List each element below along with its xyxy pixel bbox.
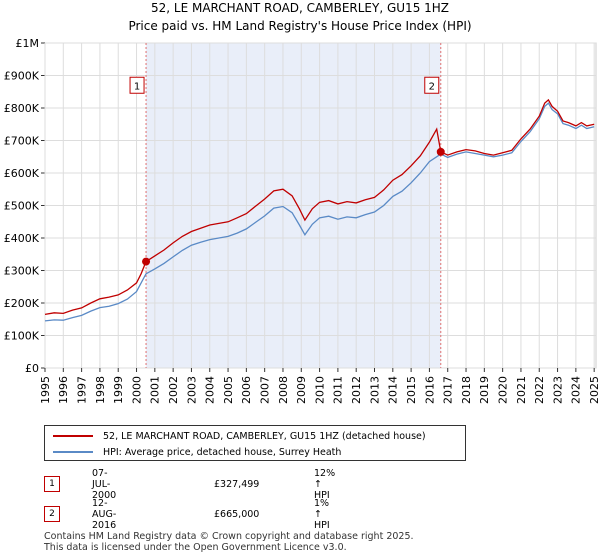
chart-subtitle: Price paid vs. HM Land Registry's House … (128, 19, 471, 33)
x-tick-label: 1995 (39, 376, 52, 404)
x-tick-label: 2009 (295, 376, 308, 404)
y-tick-label: £100K (4, 330, 40, 343)
y-tick-label: £200K (4, 297, 40, 310)
sale-row-1: 1 07-JUL-2000 £327,499 12% ↑ HPI (44, 468, 335, 501)
series-line-hpi-recent (440, 102, 595, 159)
x-tick-label: 2007 (259, 376, 272, 404)
y-tick-label: £0 (25, 362, 39, 375)
y-tick-label: £1M (16, 37, 40, 50)
x-tick-label: 2011 (332, 376, 345, 404)
x-tick-label: 2019 (478, 376, 491, 404)
sale-hpi-2: 1% ↑ HPI (314, 497, 330, 531)
sale-price-2: £665,000 (214, 508, 260, 520)
x-tick-label: 2003 (185, 376, 198, 404)
legend-swatch-red (53, 435, 93, 437)
x-tick-label: 2013 (368, 376, 381, 404)
x-tick-label: 2025 (588, 376, 600, 404)
legend: 52, LE MARCHANT ROAD, CAMBERLEY, GU15 1H… (44, 425, 466, 461)
y-tick-label: £900K (4, 70, 40, 83)
footer: Contains HM Land Registry data © Crown c… (44, 531, 414, 553)
sale-price-1: £327,499 (214, 478, 260, 490)
sale-point-2 (436, 147, 445, 156)
x-tick-label: 2021 (515, 376, 528, 404)
x-tick-label: 2012 (350, 376, 363, 404)
x-tick-label: 2010 (313, 376, 326, 404)
legend-item-property: 52, LE MARCHANT ROAD, CAMBERLEY, GU15 1H… (53, 428, 426, 444)
sale-badge-2: 2 (44, 506, 60, 522)
sale-marker-label-1: 1 (134, 81, 140, 92)
series-line-property-recent (440, 98, 595, 156)
x-tick-label: 2008 (277, 376, 290, 404)
x-tick-label: 2014 (387, 376, 400, 404)
sale-date-1: 07-JUL-2000 (92, 467, 117, 501)
y-tick-label: £800K (4, 102, 40, 115)
y-tick-label: £700K (4, 135, 40, 148)
x-tick-label: 2004 (204, 376, 217, 404)
sale-badge-1: 1 (44, 476, 60, 492)
footer-line-1: Contains HM Land Registry data © Crown c… (44, 531, 414, 542)
sale-point-1 (142, 257, 151, 266)
x-tick-label: 1997 (75, 376, 88, 404)
legend-swatch-blue (53, 451, 93, 453)
y-tick-label: £600K (4, 167, 40, 180)
series-line-hpi (44, 153, 442, 322)
sale-hpi-1: 12% ↑ HPI (314, 467, 336, 501)
x-tick-label: 2024 (570, 376, 583, 404)
y-tick-label: £500K (4, 200, 40, 213)
x-tick-label: 2017 (442, 376, 455, 404)
x-tick-label: 2016 (423, 376, 436, 404)
x-tick-label: 2018 (460, 376, 473, 404)
legend-label-property: 52, LE MARCHANT ROAD, CAMBERLEY, GU15 1H… (103, 430, 426, 442)
sale-date-2: 12-AUG-2016 (92, 497, 117, 531)
sale-row-2: 2 12-AUG-2016 £665,000 1% ↑ HPI (44, 498, 330, 531)
sale-marker-box-1 (129, 76, 145, 94)
x-tick-label: 2006 (240, 376, 253, 404)
chart-title: 52, LE MARCHANT ROAD, CAMBERLEY, GU15 1H… (151, 1, 449, 15)
x-tick-label: 2001 (149, 376, 162, 404)
footer-line-2: This data is licensed under the Open Gov… (44, 542, 347, 553)
x-tick-label: 2022 (533, 376, 546, 404)
price-chart: 52, LE MARCHANT ROAD, CAMBERLEY, GU15 1H… (4, 1, 600, 404)
x-tick-label: 2023 (551, 376, 564, 404)
x-tick-label: 1999 (112, 376, 125, 404)
sale-marker-label-2: 2 (429, 81, 435, 92)
x-tick-label: 1996 (57, 376, 70, 404)
x-tick-label: 2000 (130, 376, 143, 404)
sale-marker-box-2 (424, 76, 440, 94)
legend-item-hpi: HPI: Average price, detached house, Surr… (53, 444, 341, 460)
x-tick-label: 2002 (167, 376, 180, 404)
legend-label-hpi: HPI: Average price, detached house, Surr… (103, 446, 342, 458)
x-tick-label: 2015 (405, 376, 418, 404)
series-line-property (44, 127, 442, 316)
x-tick-label: 2005 (222, 376, 235, 404)
x-tick-label: 2020 (496, 376, 509, 404)
x-tick-label: 1998 (94, 376, 107, 404)
y-tick-label: £300K (4, 265, 40, 278)
y-tick-label: £400K (4, 232, 40, 245)
